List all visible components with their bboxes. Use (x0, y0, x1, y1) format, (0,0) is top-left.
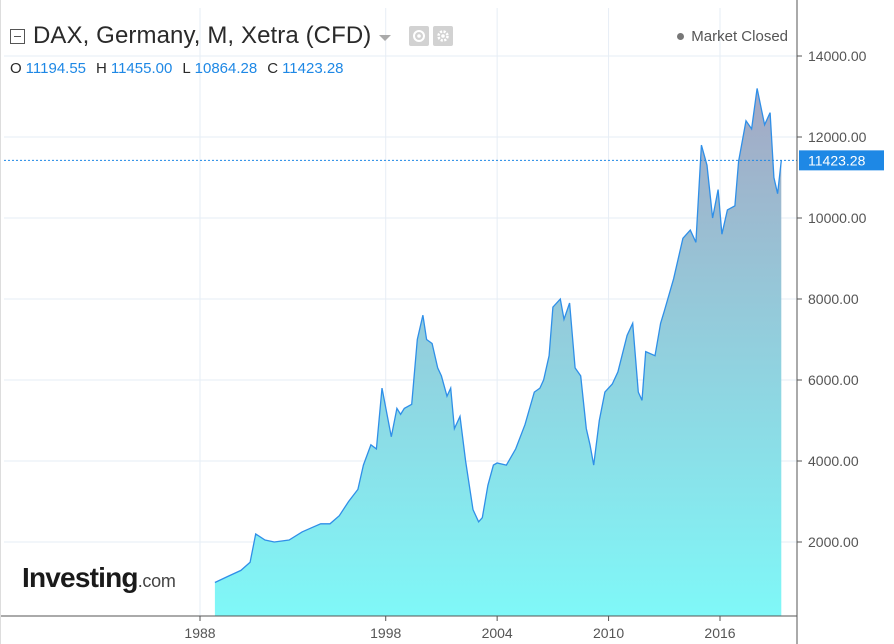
open-label: O (10, 60, 22, 77)
y-tick-label: 10000.00 (808, 210, 867, 226)
x-tick-label: 2004 (482, 625, 513, 641)
open-value: 11194.55 (25, 60, 87, 77)
x-tick-label: 2010 (593, 625, 624, 641)
high-label: H (96, 60, 107, 77)
y-tick-label: 2000.00 (808, 534, 859, 550)
collapse-icon[interactable] (10, 28, 25, 44)
y-tick-label: 4000.00 (808, 453, 859, 469)
chevron-down-icon[interactable] (379, 35, 392, 41)
y-tick-label: 8000.00 (808, 291, 859, 307)
gear-icon[interactable] (433, 26, 454, 46)
x-tick-label: 1998 (370, 625, 401, 641)
logo-text: Investing (22, 562, 139, 593)
price-line (214, 88, 782, 584)
investing-logo: Investing.com (22, 562, 176, 594)
x-axis-ticks: 1988 1998 2004 2010 2016 (184, 616, 736, 641)
logo-suffix: .com (137, 571, 176, 591)
x-tick-label: 1988 (184, 625, 215, 641)
eye-icon[interactable] (409, 26, 430, 46)
market-status: Market Closed (677, 28, 788, 45)
low-label: L (182, 60, 191, 77)
ohlc-readout: O 11194.55 H 11455.00 L 10864.28 C 11423… (10, 60, 354, 77)
chart-title: DAX, Germany, M, Xetra (CFD) (33, 22, 372, 49)
y-axis-ticks: 2000.00 4000.00 6000.00 8000.00 10000.00 1200… (797, 48, 867, 550)
low-value: 10864.28 (194, 60, 258, 77)
high-value: 11455.00 (110, 60, 173, 77)
y-tick-label: 12000.00 (808, 129, 867, 145)
price-area (214, 88, 782, 616)
chart-header: DAX, Germany, M, Xetra (CFD) (10, 22, 454, 50)
market-status-label: Market Closed (691, 28, 788, 45)
y-tick-label: 14000.00 (808, 48, 867, 64)
close-label: C (267, 60, 279, 77)
x-tick-label: 2016 (704, 625, 735, 641)
current-price-label: 11423.28 (808, 152, 866, 168)
close-value: 11423.28 (282, 60, 344, 77)
current-price-tag: 11423.28 (799, 150, 884, 171)
y-tick-label: 6000.00 (808, 372, 859, 388)
axes (0, 0, 798, 644)
status-dot-icon (677, 33, 685, 40)
